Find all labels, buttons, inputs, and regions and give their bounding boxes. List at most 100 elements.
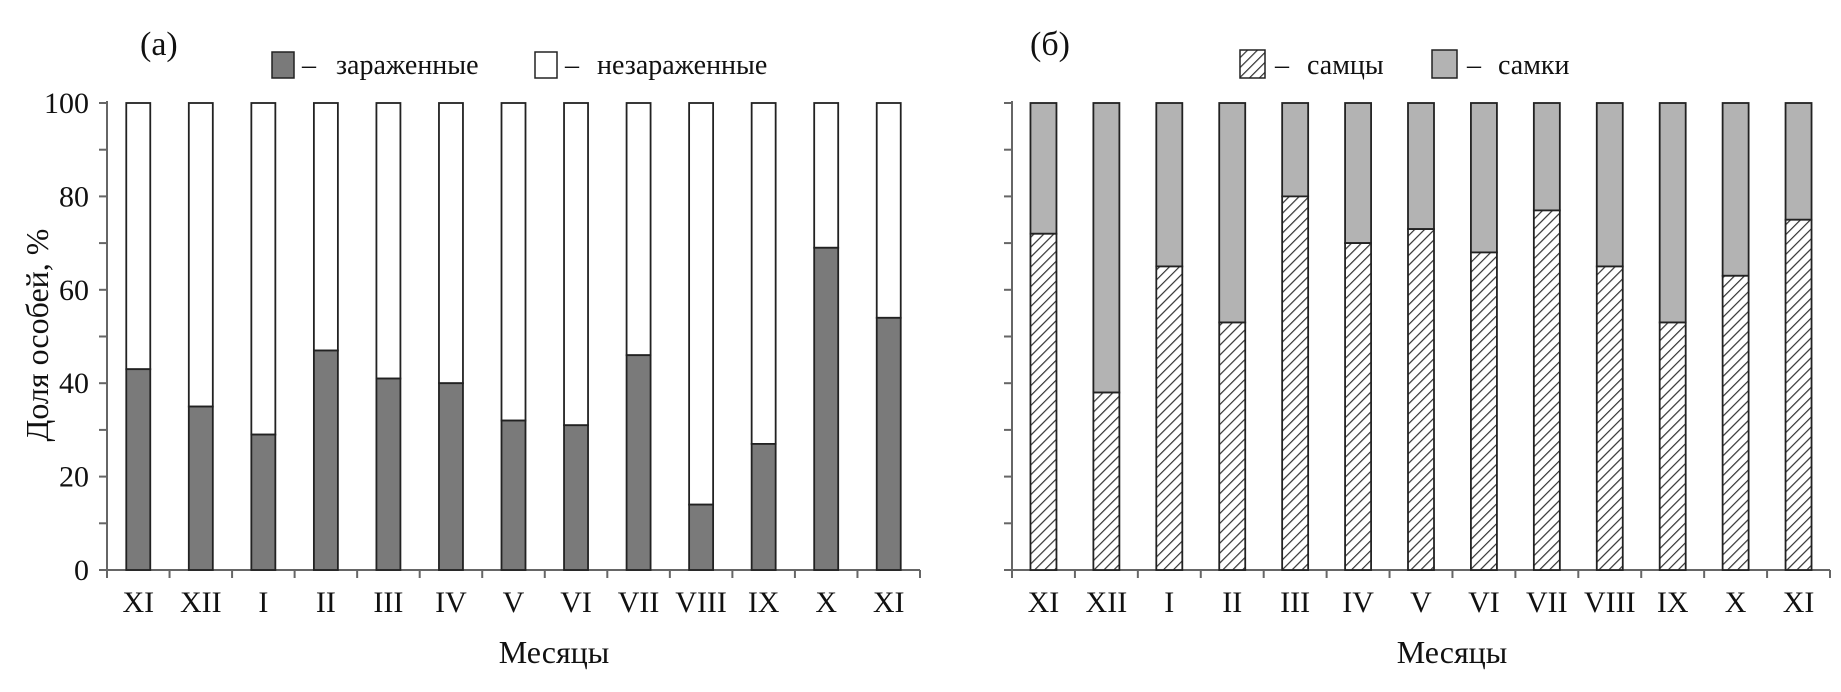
b-bar-females	[1595, 102, 1624, 268]
a-x-tick-label: V	[503, 586, 525, 619]
legend-dash-uninfected: –	[564, 50, 580, 81]
b-bar-females	[1407, 102, 1435, 230]
a-bar-infected	[187, 405, 214, 571]
legend-swatch-females	[1431, 49, 1458, 79]
b-bar-males	[1344, 242, 1372, 571]
a-bar-uninfected	[813, 102, 840, 249]
a-bar-uninfected	[375, 102, 402, 380]
b-bar-males	[1281, 195, 1310, 571]
chart-panel-sex-ratio: (б) – самцы – самки Месяцы XI XII I II III IV…	[1004, 26, 1831, 670]
a-bar-infected	[625, 354, 652, 571]
b-bar-females	[1344, 102, 1372, 245]
b-x-tick-label: IV	[1342, 586, 1374, 619]
legend-swatch-males	[1239, 49, 1266, 79]
panel-label-a: (a)	[140, 26, 178, 63]
a-bar-infected	[375, 377, 402, 571]
b-bar-females	[1029, 102, 1058, 235]
b-x-tick-label: V	[1410, 586, 1432, 619]
a-bar-uninfected	[500, 102, 527, 422]
b-bar-males	[1532, 209, 1561, 571]
a-y-tick-label: 60	[59, 274, 89, 307]
b-bar-males	[1155, 265, 1184, 571]
x-axis-label-a: Месяцы	[499, 634, 610, 670]
b-bar-females	[1721, 102, 1750, 277]
a-bar-uninfected	[250, 102, 277, 436]
b-bar-males	[1218, 321, 1247, 571]
a-x-tick-label: XI	[873, 586, 905, 619]
y-axis-label: Доля особей, %	[19, 229, 55, 442]
a-bar-infected	[500, 419, 527, 571]
legend-dash-infected: –	[301, 50, 317, 81]
a-bar-infected	[875, 316, 902, 571]
a-y-tick-label: 0	[74, 554, 89, 587]
b-x-tick-label: X	[1725, 586, 1747, 619]
a-x-tick-label: VII	[618, 586, 660, 619]
b-bar-males	[1784, 218, 1813, 571]
a-x-tick-label: IX	[748, 586, 780, 619]
b-x-tick-label: VIII	[1584, 586, 1636, 619]
a-x-tick-label: III	[373, 586, 403, 619]
b-bar-females	[1155, 102, 1184, 268]
bars-b	[1029, 102, 1813, 571]
a-bar-uninfected	[688, 102, 715, 506]
b-x-tick-label: I	[1164, 586, 1174, 619]
a-bar-uninfected	[438, 102, 464, 385]
legend-label-infected: зараженные	[336, 50, 479, 81]
panel-label-b: (б)	[1030, 26, 1070, 63]
a-bar-infected	[563, 424, 589, 571]
a-bar-uninfected	[563, 102, 589, 427]
legend-dash-males: –	[1274, 50, 1290, 81]
b-x-tick-label: IX	[1657, 586, 1689, 619]
b-bar-females	[1784, 102, 1813, 221]
b-bar-females	[1470, 102, 1498, 254]
a-bar-infected	[250, 433, 277, 571]
b-x-tick-label: XII	[1086, 586, 1128, 619]
b-x-tick-label: XI	[1783, 586, 1815, 619]
legend-label-males: самцы	[1307, 50, 1384, 81]
a-bar-uninfected	[875, 102, 902, 319]
a-x-tick-label: XI	[122, 586, 154, 619]
a-bar-infected	[688, 503, 715, 571]
b-bar-males	[1721, 274, 1750, 571]
a-bar-uninfected	[750, 102, 777, 445]
chart-panel-infection: (a) – зараженные – незараженные Доля осо…	[19, 26, 921, 670]
a-x-tick-label: I	[258, 586, 268, 619]
a-bar-uninfected	[312, 102, 339, 352]
a-bar-infected	[125, 368, 152, 571]
a-x-tick-label: II	[316, 586, 336, 619]
b-bar-males	[1029, 232, 1058, 571]
x-axis-label-b: Месяцы	[1397, 634, 1508, 670]
a-x-tick-label: VIII	[675, 586, 727, 619]
b-bar-males	[1407, 228, 1435, 571]
a-bar-uninfected	[125, 102, 152, 371]
legend-label-uninfected: незараженные	[597, 50, 767, 81]
b-bar-males	[1658, 321, 1687, 571]
b-bar-females	[1281, 102, 1310, 198]
a-y-tick-label: 80	[59, 180, 89, 213]
legend-infection: – зараженные – незараженные	[271, 50, 767, 81]
b-bar-males	[1092, 391, 1121, 571]
b-bar-males	[1470, 251, 1498, 571]
b-x-tick-label: III	[1280, 586, 1310, 619]
legend-swatch-uninfected	[534, 51, 558, 79]
a-x-tick-label: IV	[435, 586, 467, 619]
b-bar-females	[1218, 102, 1247, 324]
a-bar-infected	[312, 349, 339, 571]
a-y-tick-label: 20	[59, 461, 89, 494]
a-x-tick-label: VI	[560, 586, 592, 619]
a-bar-uninfected	[625, 102, 652, 357]
a-x-tick-label: X	[815, 586, 837, 619]
legend-sex: – самцы – самки	[1239, 49, 1570, 81]
a-y-tick-label: 40	[59, 367, 89, 400]
a-y-tick-label: 100	[44, 87, 89, 120]
b-bar-males	[1595, 265, 1624, 571]
b-bar-females	[1092, 102, 1121, 394]
b-x-tick-label: II	[1222, 586, 1242, 619]
legend-label-females: самки	[1498, 50, 1570, 81]
b-x-tick-label: VII	[1526, 586, 1568, 619]
a-bar-infected	[813, 246, 840, 571]
bars-a	[125, 102, 902, 571]
b-x-tick-label: XI	[1028, 586, 1060, 619]
